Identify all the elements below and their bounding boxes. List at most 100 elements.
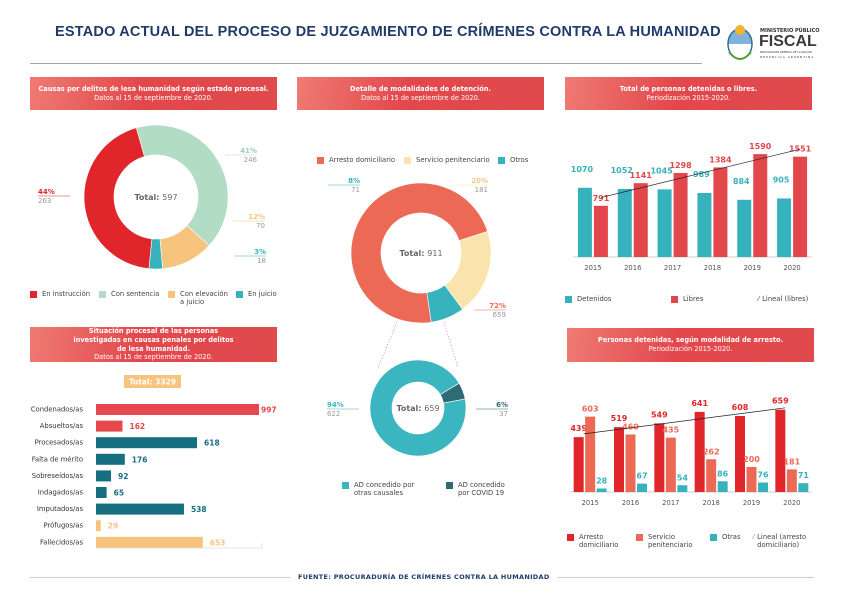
bar-value-label: 200 [743, 455, 760, 464]
bar [96, 487, 107, 498]
bar [775, 409, 786, 492]
logo-line1: MINISTERIO PÚBLICO [760, 28, 820, 34]
bar [96, 453, 125, 465]
bar-value-label: 65 [114, 489, 124, 498]
bar [737, 199, 752, 257]
y-category-label: Falta de mérito [32, 455, 83, 463]
bar [735, 416, 745, 492]
bar [96, 536, 203, 548]
logo-line2: FISCAL [759, 33, 817, 50]
legend-label: Lineal (libres) [762, 295, 809, 303]
bar [677, 485, 688, 492]
bar-value-label: 653 [210, 538, 226, 547]
bar [673, 173, 688, 257]
x-tick-label: 2017 [662, 499, 679, 507]
bar-value-label: 439 [570, 424, 587, 433]
x-tick-label: 2016 [624, 264, 641, 272]
y-category-label: Procesados/as [35, 439, 84, 447]
legend-swatch [342, 482, 349, 489]
trendline-icon: ⁄ [753, 533, 755, 541]
bar-value-label: 1384 [709, 155, 732, 164]
bar [758, 482, 768, 492]
logo-line3: PROCURACIÓN GENERAL DE LA NACIÓN [760, 51, 812, 54]
legend-swatch [446, 482, 453, 489]
chart2-legend-item: Servicio penitenciario [404, 156, 490, 164]
donut-slice [369, 359, 467, 457]
legend-label: Arresto domiciliario [329, 156, 396, 164]
legend-label: Servicio penitenciario [648, 533, 693, 550]
chart1-legend-item: En instrucción [30, 290, 90, 298]
x-tick-label: 2017 [664, 264, 681, 272]
bar-value-label: 29 [108, 522, 118, 531]
legend-swatch [567, 534, 574, 541]
y-category-label: Indagados/as [38, 489, 84, 497]
legend-swatch [168, 291, 175, 298]
chart2-header: Detalle de modalidades de detención. Dato… [297, 77, 544, 110]
slice-percent-label: 6% [496, 401, 508, 409]
bar-value-label: 1590 [749, 142, 772, 151]
legend-swatch [498, 157, 505, 164]
chart1-subtitle: Datos al 15 de septiembre de 2020. [94, 93, 213, 102]
bar-value-label: 538 [191, 505, 207, 514]
y-category-label: Condenados/as [31, 406, 84, 414]
connector-line [443, 321, 459, 369]
bar [665, 437, 676, 492]
bar [694, 411, 705, 492]
y-category-label: Imputados/as [37, 505, 84, 513]
ministerio-publico-fiscal-logo: MINISTERIO PÚBLICO FISCAL PROCURACIÓN GE… [725, 22, 820, 66]
chart1-header: Causas por delitos de lesa humanidad seg… [30, 77, 277, 110]
slice-percent-label: 20% [471, 177, 488, 185]
slice-value-label: 659 [493, 311, 506, 319]
bar-value-label: 54 [677, 473, 689, 482]
legend-swatch [565, 296, 572, 303]
slice-percent-label: 12% [248, 213, 265, 221]
legend-label: Arresto domiciliario [579, 533, 619, 550]
legend-label: Libres [683, 295, 704, 303]
bar [573, 437, 584, 492]
x-tick-label: 2016 [622, 499, 639, 507]
chart4-legend-item: Detenidos [565, 295, 611, 303]
slice-percent-label: 3% [254, 248, 266, 256]
legend-label: Otras [722, 533, 741, 541]
x-tick-label: 2019 [744, 264, 761, 272]
bar-value-label: 1052 [611, 166, 633, 175]
slice-percent-label: 8% [348, 177, 360, 185]
bar [657, 189, 672, 257]
bar [637, 483, 647, 492]
bar [713, 167, 728, 257]
donut-slice [439, 382, 466, 404]
chart6-legend-item: Arresto domiciliario [567, 533, 627, 549]
x-tick-label: 2020 [783, 499, 800, 507]
y-category-label: Sobreseídos/as [32, 472, 84, 480]
bar-value-label: 67 [636, 472, 647, 481]
chart4-legend-item: Libres [671, 295, 703, 303]
chart2-title: Detalle de modalidades de detención. [350, 84, 491, 93]
bar [96, 520, 101, 532]
slice-percent-label: 41% [240, 147, 257, 155]
legend-swatch [317, 157, 324, 164]
bar [96, 420, 123, 432]
chart1-legend-item: En juicio [236, 290, 277, 298]
source-footer: FUENTE: PROCURADURÍA DE CRÍMENES CONTRA … [290, 573, 558, 581]
bar-value-label: 92 [118, 472, 128, 481]
bar [697, 193, 712, 257]
title-divider [30, 63, 702, 64]
trendline [600, 148, 801, 198]
bar-value-label: 659 [772, 397, 789, 406]
y-category-label: Prófugos/as [44, 522, 84, 530]
chart4-legend-item: ⁄ Lineal (libres) [758, 295, 808, 303]
bar-value-label: 549 [651, 410, 668, 419]
chart5-title: Situación procesal de las personas inves… [73, 326, 234, 353]
legend-label: AD concedido por COVID 19 [458, 481, 505, 498]
legend-label: Con elevación a juicio [180, 290, 228, 307]
slice-percent-label: 44% [38, 188, 55, 196]
bar-value-label: 989 [693, 170, 710, 179]
y-category-label: Absueltos/as [40, 422, 84, 430]
bar-value-label: 608 [732, 403, 749, 412]
bar-value-label: 71 [798, 471, 810, 480]
donut-slice [426, 284, 464, 323]
chart1-legend-item: Con sentencia [99, 290, 159, 298]
bar [596, 488, 607, 492]
total-label: Total: 3329 [129, 378, 176, 387]
